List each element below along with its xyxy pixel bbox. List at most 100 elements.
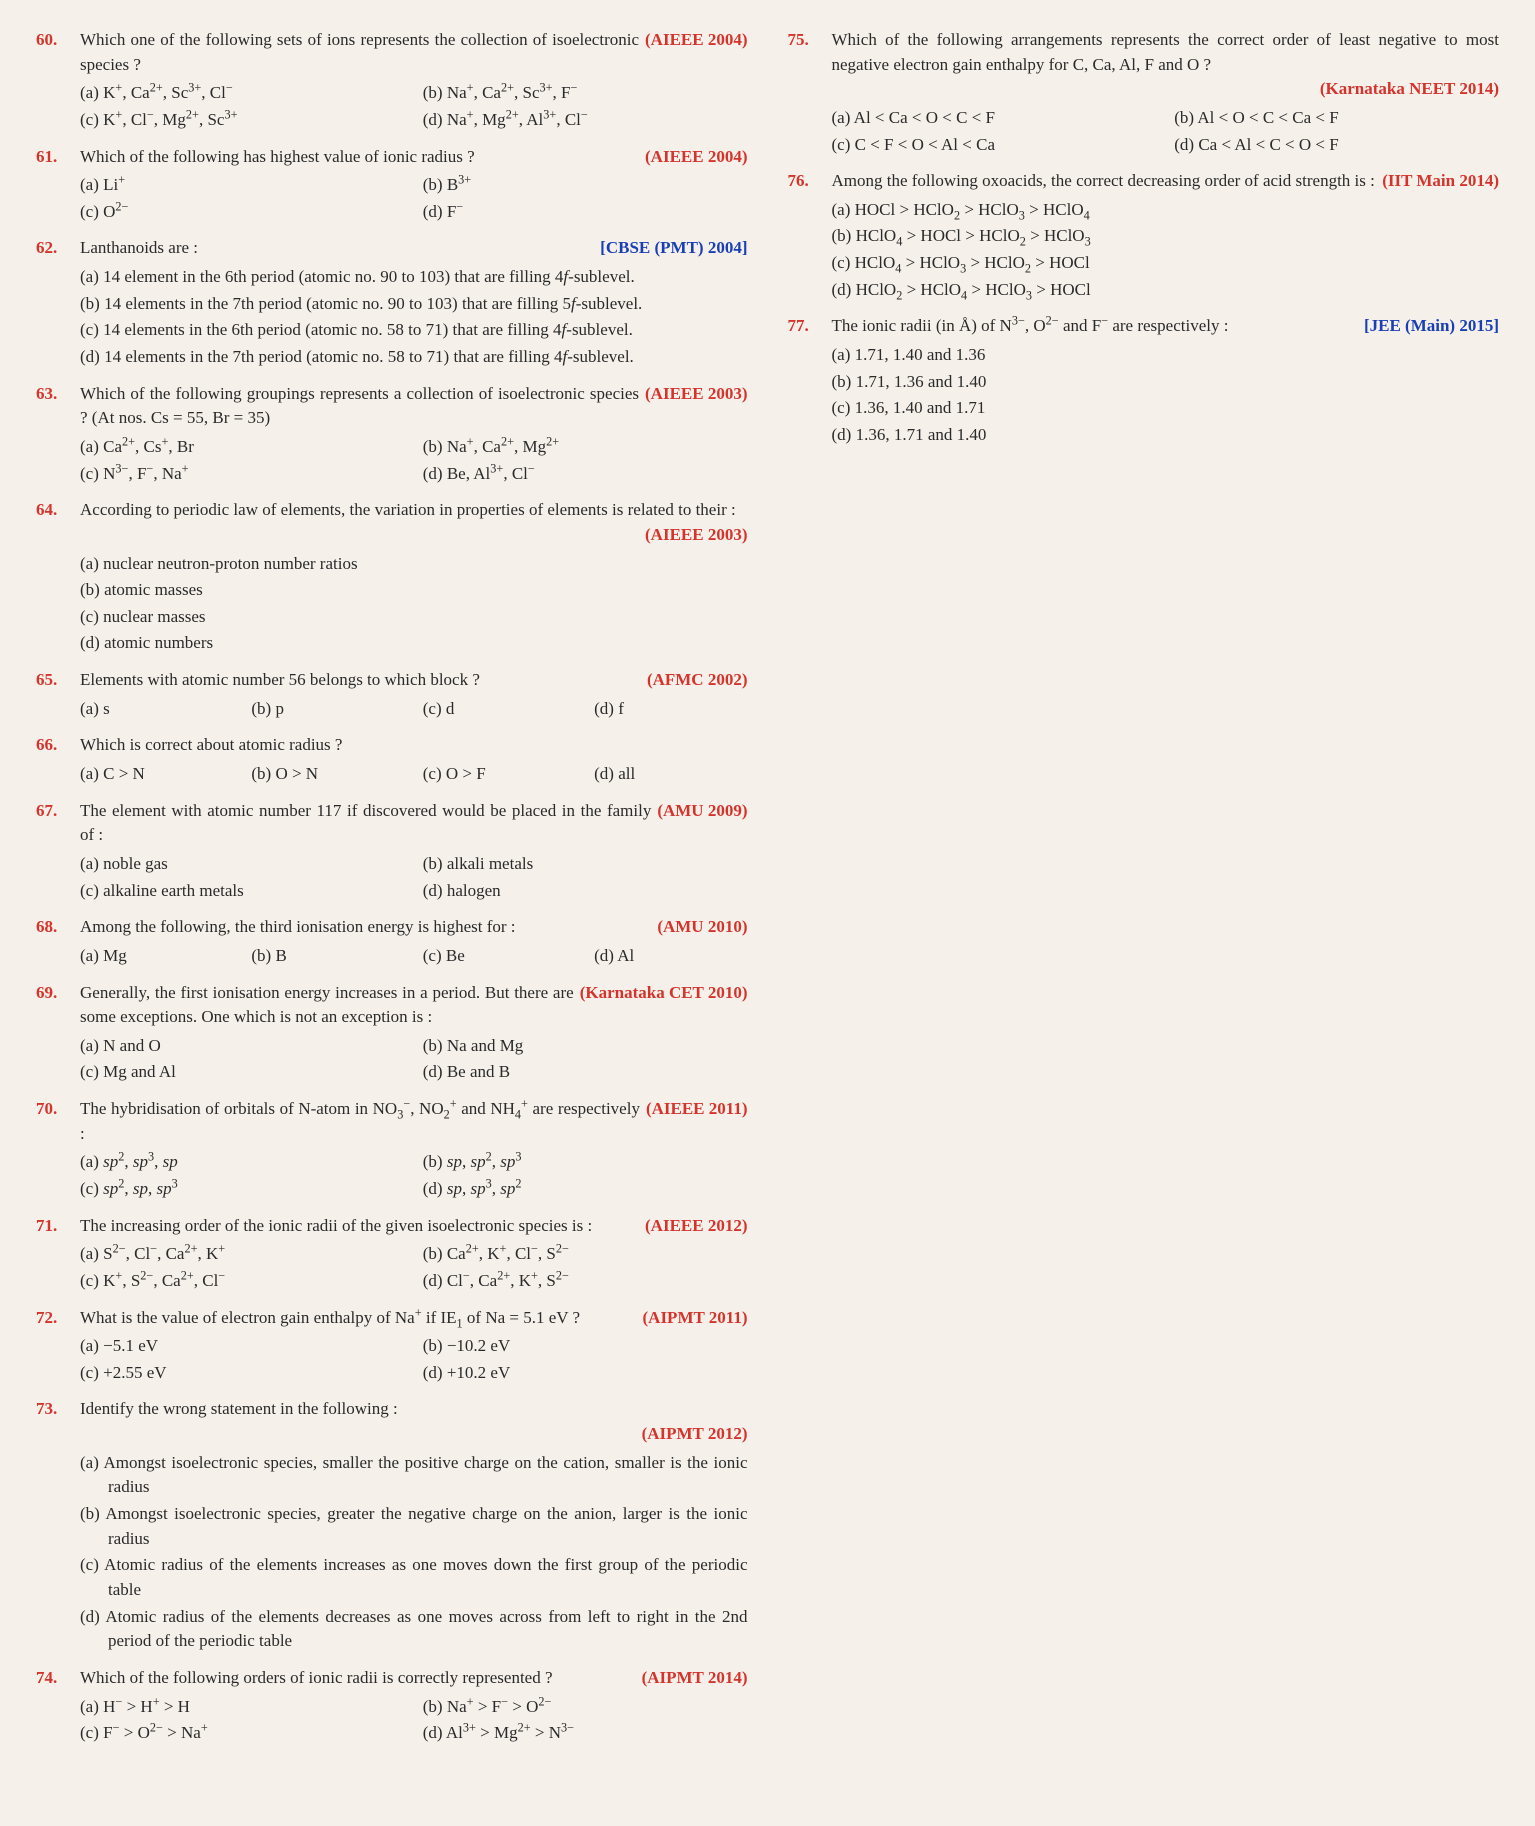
option: (c) 1.36, 1.40 and 1.71 (832, 396, 1500, 421)
question-text: Which one of the following sets of ions … (80, 30, 639, 74)
option: (d) Be, Al3+, Cl− (423, 462, 748, 487)
option: (d) Atomic radius of the elements decrea… (80, 1605, 748, 1654)
options: (a) K+, Ca2+, Sc3+, Cl−(b) Na+, Ca2+, Sc… (80, 81, 748, 132)
question-stem: Which of the following arrangements repr… (832, 28, 1500, 77)
source-tag: (IIT Main 2014) (1382, 169, 1499, 194)
question-number: 66. (36, 733, 74, 758)
option: (b) p (251, 697, 404, 722)
question-number: 70. (36, 1097, 74, 1122)
option: (c) 14 elements in the 6th period (atomi… (80, 318, 748, 343)
source-tag: (AIPMT 2011) (643, 1306, 748, 1331)
source-tag: (AIEEE 2003) (645, 525, 747, 544)
option: (d) F− (423, 200, 748, 225)
question: 63.(AIEEE 2003)Which of the following gr… (36, 382, 748, 487)
question-text: Elements with atomic number 56 belongs t… (80, 670, 480, 689)
question-number: 61. (36, 145, 74, 170)
option: (b) Al < O < C < Ca < F (1174, 106, 1499, 131)
option: (d) all (594, 762, 747, 787)
source-tag: (AFMC 2002) (647, 668, 748, 693)
option: (b) Na+, Ca2+, Mg2+ (423, 435, 748, 460)
question-text: The ionic radii (in Å) of N3−, O2− and F… (832, 316, 1229, 335)
option: (b) Amongst isoelectronic species, great… (80, 1502, 748, 1551)
question-stem: (IIT Main 2014)Among the following oxoac… (832, 169, 1500, 194)
question-number: 77. (788, 314, 826, 339)
option: (d) halogen (423, 879, 748, 904)
question-text: Which of the following orders of ionic r… (80, 1668, 553, 1687)
option: (b) −10.2 eV (423, 1334, 748, 1359)
question: 75.Which of the following arrangements r… (788, 28, 1500, 157)
option: (a) sp2, sp3, sp (80, 1150, 405, 1175)
question-number: 68. (36, 915, 74, 940)
option: (b) O > N (251, 762, 404, 787)
question-text: Which is correct about atomic radius ? (80, 735, 342, 754)
question: 60.(AIEEE 2004)Which one of the followin… (36, 28, 748, 133)
options: (a) S2−, Cl−, Ca2+, K+(b) Ca2+, K+, Cl−,… (80, 1242, 748, 1293)
option: (c) K+, S2−, Ca2+, Cl− (80, 1269, 405, 1294)
option: (b) Na and Mg (423, 1034, 748, 1059)
option: (a) H− > H+ > H (80, 1695, 405, 1720)
question-text: Which of the following groupings represe… (80, 384, 639, 428)
option: (a) HOCl > HClO2 > HClO3 > HClO4 (832, 198, 1500, 223)
options: (a) 14 element in the 6th period (atomic… (80, 265, 748, 370)
source-tag: (AIEEE 2004) (645, 28, 747, 53)
question-stem: (AFMC 2002) Elements with atomic number 5… (80, 668, 748, 693)
option: (c) N3−, F−, Na+ (80, 462, 405, 487)
question-number: 71. (36, 1214, 74, 1239)
option: (b) 1.71, 1.36 and 1.40 (832, 370, 1500, 395)
options: (a) Al < Ca < O < C < F(b) Al < O < C < … (832, 106, 1500, 157)
question-text: According to periodic law of elements, t… (80, 500, 736, 519)
question: 61.(AIEEE 2004)Which of the following ha… (36, 145, 748, 225)
option: (a) 1.71, 1.40 and 1.36 (832, 343, 1500, 368)
option: (b) Na+ > F− > O2− (423, 1695, 748, 1720)
options: (a) H− > H+ > H(b) Na+ > F− > O2−(c) F− … (80, 1695, 748, 1746)
option: (a) 14 element in the 6th period (atomic… (80, 265, 748, 290)
question-stem: (AIEEE 2012)The increasing order of the … (80, 1214, 748, 1239)
options: (a) noble gas(b) alkali metals(c) alkali… (80, 852, 748, 903)
option: (c) d (423, 697, 576, 722)
option: (a) N and O (80, 1034, 405, 1059)
source-tag: (AMU 2009) (657, 799, 747, 824)
source-tag: [JEE (Main) 2015] (1364, 314, 1499, 339)
question-stem: According to periodic law of elements, t… (80, 498, 748, 523)
option: (d) Na+, Mg2+, Al3+, Cl− (423, 108, 748, 133)
question-stem: (AMU 2010)Among the following, the third… (80, 915, 748, 940)
question: 72.(AIPMT 2011)What is the value of elec… (36, 1306, 748, 1386)
question-stem: (AIEEE 2011)The hybridisation of orbital… (80, 1097, 748, 1146)
question: 68.(AMU 2010)Among the following, the th… (36, 915, 748, 968)
question: 76.(IIT Main 2014)Among the following ox… (788, 169, 1500, 302)
option: (d) sp, sp3, sp2 (423, 1177, 748, 1202)
question: 62.[CBSE (PMT) 2004]Lanthanoids are :(a)… (36, 236, 748, 369)
source-tag: (AIEEE 2011) (646, 1097, 748, 1122)
question: 73.Identify the wrong statement in the f… (36, 1397, 748, 1653)
option: (b) alkali metals (423, 852, 748, 877)
source-tag: [CBSE (PMT) 2004] (600, 236, 747, 261)
option: (d) Ca < Al < C < O < F (1174, 133, 1499, 158)
question: 64. According to periodic law of elements… (36, 498, 748, 656)
options: (a) nuclear neutron-proton number ratios… (80, 552, 748, 657)
option: (d) Cl−, Ca2+, K+, S2− (423, 1269, 748, 1294)
source-tag: (Karnataka NEET 2014) (1320, 79, 1499, 98)
option: (c) Atomic radius of the elements increa… (80, 1553, 748, 1602)
option: (a) noble gas (80, 852, 405, 877)
question-text: Identify the wrong statement in the foll… (80, 1399, 398, 1418)
option: (d) Be and B (423, 1060, 748, 1085)
option: (a) Li+ (80, 173, 405, 198)
question-stem: (Karnataka CET 2010)Generally, the first… (80, 981, 748, 1030)
question: 67.(AMU 2009)The element with atomic num… (36, 799, 748, 904)
question-text: The element with atomic number 117 if di… (80, 801, 651, 845)
option: (d) f (594, 697, 747, 722)
source-tag: (AIPMT 2012) (642, 1424, 748, 1443)
option: (c) C < F < O < Al < Ca (832, 133, 1157, 158)
option: (d) atomic numbers (80, 631, 748, 656)
option: (a) Ca2+, Cs+, Br (80, 435, 405, 460)
options: (a) Mg(b) B(c) Be(d) Al (80, 944, 748, 969)
option: (c) K+, Cl−, Mg2+, Sc3+ (80, 108, 405, 133)
question-number: 64. (36, 498, 74, 523)
option: (c) nuclear masses (80, 605, 748, 630)
option: (a) Amongst isoelectronic species, small… (80, 1451, 748, 1500)
question-stem: Which is correct about atomic radius ? (80, 733, 748, 758)
question-stem: Identify the wrong statement in the foll… (80, 1397, 748, 1422)
option: (c) HClO4 > HClO3 > HClO2 > HOCl (832, 251, 1500, 276)
question-stem: (AIEEE 2003)Which of the following group… (80, 382, 748, 431)
question-number: 65. (36, 668, 74, 693)
